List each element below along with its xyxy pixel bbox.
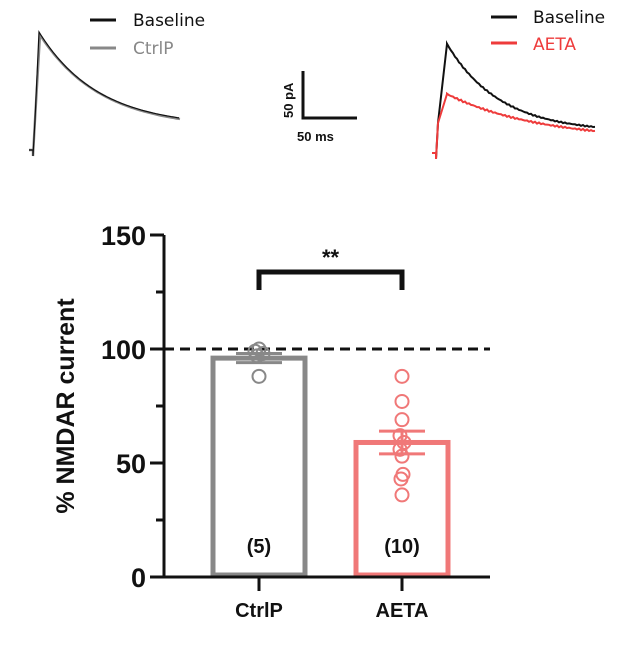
bar-group-aeta: (10) [353,368,451,578]
y-tick-label: 100 [101,335,146,365]
n-label: (10) [384,536,420,558]
x-tick-label: AETA [376,600,429,622]
data-point [392,441,408,457]
y-tick-label: 150 [101,221,146,251]
x-axis: CtrlP AETA [164,575,490,622]
aeta-trace [432,91,596,160]
data-point [393,471,409,487]
left-baseline-trace [29,30,180,157]
legend-label-baseline-left: Baseline [133,11,205,31]
data-point [394,487,410,503]
significance-label: ** [322,245,340,270]
y-axis-label: % NMDAR current [52,298,80,514]
scale-bar-horizontal-label: 50 ms [297,129,334,144]
bar-chart: % NMDAR current 0 50 100 150 (5) (10) CtrlP A… [52,221,490,622]
scale-bar: 50 pA 50 ms [281,71,357,144]
y-tick-label: 0 [131,563,146,593]
data-point [251,368,267,384]
bars: (5) (10) [210,341,451,578]
data-point [394,393,410,409]
bar-group-ctrlp: (5) [210,341,308,578]
legend-label-aeta: AETA [533,35,576,55]
legend-label-ctrlp: CtrlP [133,39,174,59]
data-point [394,368,410,384]
significance-bracket-line [256,269,405,290]
right-baseline-trace [432,40,596,160]
data-point [394,412,410,428]
x-tick-label: CtrlP [235,600,283,622]
y-tick-label: 50 [116,449,146,479]
scale-bar-lines [301,71,357,120]
scale-bar-vertical-label: 50 pA [281,82,296,118]
legend-label-baseline-right: Baseline [533,8,605,28]
right-trace-panel: Baseline AETA [432,8,605,160]
n-label: (5) [247,536,271,558]
significance-bracket: ** [256,245,405,290]
y-axis: 0 50 100 150 [101,221,166,593]
left-trace-panel: Baseline CtrlP [29,11,205,157]
